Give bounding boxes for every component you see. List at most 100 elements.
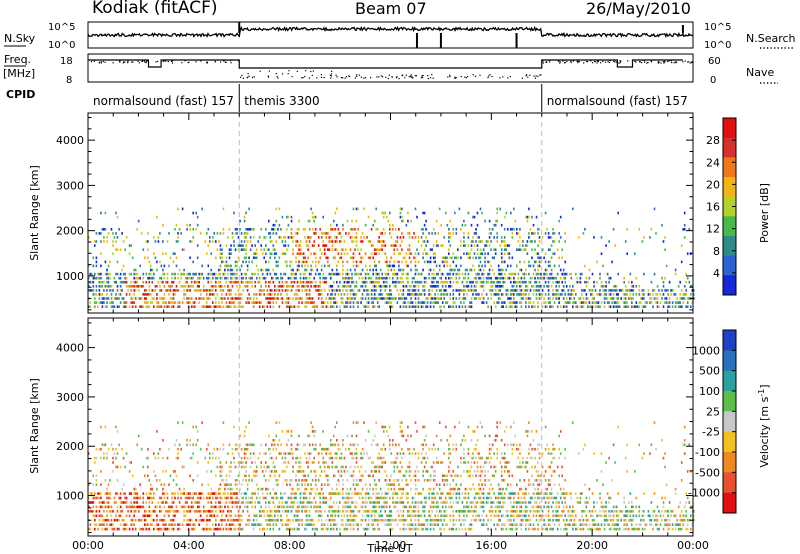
velocity-cell [178,443,181,447]
power-cell [133,293,135,296]
power-cell [570,289,573,292]
power-cell [482,301,485,304]
velocity-cell [337,505,340,509]
power-cell [333,228,335,231]
velocity-cell [148,527,151,531]
power-cell [549,305,551,308]
nave-dot [619,62,621,64]
power-cell [103,289,105,292]
nave-dot [268,70,270,72]
power-cell [212,293,214,296]
power-cell [311,268,314,272]
velocity-cell [88,505,90,509]
velocity-cell [150,483,152,486]
power-cell [481,272,483,276]
power-cell [611,301,613,304]
power-cell [308,219,311,223]
power-cell [130,280,132,284]
power-cell [553,301,556,304]
velocity-cell [107,492,110,495]
power-cell [511,293,514,296]
power-cell [360,248,362,251]
power-cell [541,248,544,251]
power-cell [496,236,498,239]
power-cell [451,256,453,260]
power-cell [570,293,573,296]
power-cell [618,289,621,292]
power-cell [603,293,606,296]
velocity-cell [251,492,253,495]
power-cell [540,260,542,264]
velocity-cell [92,483,95,486]
nave-dot [131,61,133,63]
power-cell [609,289,612,292]
power-cell [147,256,149,260]
power-cell [254,256,256,260]
velocity-cell [233,523,235,526]
velocity-cell [345,501,347,504]
velocity-cell [281,456,284,460]
power-cell [263,236,265,239]
power-cell [490,293,492,296]
power-cell [159,297,161,300]
power-cell [289,260,291,264]
power-cell [337,285,340,288]
power-cell [392,297,394,300]
power-cell [153,236,155,239]
velocity-cell [373,514,376,518]
power-cell [268,248,270,251]
velocity-cell [268,505,270,509]
power-cell [534,289,536,292]
power-cell [240,248,243,251]
power-cell [255,301,258,304]
velocity-cell [186,439,188,442]
power-cell [313,232,315,235]
power-cell [632,285,635,288]
power-cell [605,285,607,288]
velocity-cell [255,496,258,500]
power-cell [443,256,445,260]
velocity-cell [295,514,297,518]
power-cell [314,260,317,264]
power-cell [526,285,529,288]
power-cell [243,285,246,288]
velocity-cell [106,505,108,509]
velocity-cell [277,483,279,486]
power-cell [401,297,403,300]
nave-dot [268,76,270,78]
power-cell [558,240,560,243]
power-cell [470,285,473,288]
power-cell [271,289,273,292]
nave-dot [454,76,456,78]
power-cell [231,276,234,280]
velocity-cell [376,527,379,531]
power-cell [535,293,538,296]
power-cell [337,293,340,296]
velocity-cell [357,483,359,486]
power-cell [476,293,479,296]
power-cell [320,236,323,239]
power-cell [284,272,287,276]
power-cell [236,268,238,272]
velocity-cell [159,496,161,500]
power-cell [233,272,235,276]
power-cell [454,256,456,260]
power-cell [375,276,377,280]
velocity-cell [355,456,358,460]
power-cell [290,285,293,288]
power-cell [451,305,453,308]
power-cell [352,293,355,296]
power-cell [177,232,179,235]
power-cell [98,280,101,284]
power-cell [215,276,217,280]
velocity-cell [113,527,116,531]
velocity-cell [103,510,105,513]
power-cell [379,268,382,272]
velocity-cell [131,474,134,478]
power-cell [183,268,185,272]
power-cell [156,301,158,304]
power-cell [537,301,539,304]
power-cell [336,223,338,227]
velocity-cell [243,452,246,455]
power-cell [549,272,551,276]
